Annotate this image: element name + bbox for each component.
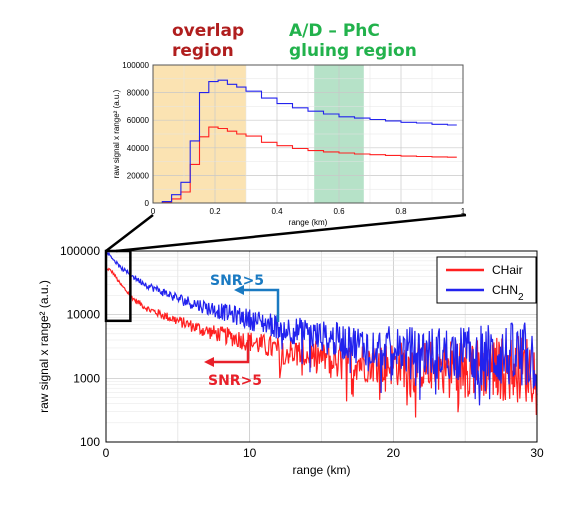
main-x-axis-label: range (km) — [292, 463, 350, 477]
inset-x-tick-label: 0.8 — [395, 207, 407, 216]
inset-series — [153, 79, 457, 204]
main-x-tick-label: 30 — [530, 446, 544, 460]
inset-chart: 0 0.2 0.4 0.6 0.8 1 0 20000 40000 60000 80000 10000… — [112, 61, 466, 227]
main-y-tick-label: 100 — [80, 435, 100, 449]
main-series-chair — [105, 267, 538, 418]
snr-blue-annotation: SNR>5 — [210, 273, 280, 322]
inset-frame — [152, 64, 464, 204]
inset-x-tick-label: 0 — [151, 207, 156, 216]
snr-blue-label: SNR>5 — [210, 273, 264, 289]
main-series-chn2 — [105, 250, 538, 406]
zoom-connector-right — [115, 213, 467, 253]
overlap-label-line1: overlap — [172, 21, 244, 41]
inset-y-tick-label: 20000 — [127, 171, 150, 180]
gluing-label-line2: gluing region — [289, 41, 417, 61]
zoom-connector-left — [105, 214, 154, 252]
inset-y-axis-label: raw signal x range² (a.u.) — [112, 89, 121, 178]
inset-y-tick-label: 0 — [145, 199, 150, 208]
inset-zoom-box — [104, 249, 132, 323]
overlap-label-line2: region — [172, 41, 234, 61]
inset-tick-labels: 0 0.2 0.4 0.6 0.8 1 0 20000 40000 60000 80000 10000… — [122, 61, 465, 216]
snr-red-annotation: SNR>5 — [204, 340, 262, 389]
legend-box — [436, 256, 537, 304]
main-y-axis-label: raw signal x range² (a.u.) — [37, 280, 51, 413]
inset-y-tick-label: 100000 — [122, 61, 149, 70]
gluing-label-line1: A/D – PhC — [289, 21, 380, 41]
main-tick-labels: 0 10 20 30 100 1000 10000 100000 — [60, 244, 544, 460]
inset-x-tick-label: 0.4 — [271, 207, 283, 216]
snr-blue-arrow — [242, 288, 280, 322]
main-frame — [105, 250, 538, 443]
main-chart: 0 10 20 30 100 1000 10000 100000 range (km) raw… — [37, 244, 544, 477]
main-y-tick-label: 10000 — [67, 308, 101, 322]
snr-red-arrow — [212, 340, 250, 364]
main-y-tick-label: 100000 — [60, 244, 100, 258]
snr-blue-arrow-head — [234, 285, 244, 295]
main-y-tick-label: 1000 — [73, 371, 100, 385]
main-x-tick-label: 0 — [103, 446, 110, 460]
inset-x-tick-label: 0.6 — [333, 207, 345, 216]
main-x-tick-label: 10 — [243, 446, 257, 460]
inset-series-blue — [153, 79, 457, 204]
snr-red-arrow-head — [204, 357, 214, 367]
inset-x-tick-label: 0.2 — [209, 207, 221, 216]
inset-y-tick-label: 40000 — [127, 144, 150, 153]
inset-x-axis-label: range (km) — [289, 218, 328, 227]
inset-x-tick-label: 1 — [461, 207, 466, 216]
inset-y-tick-label: 60000 — [127, 116, 150, 125]
main-series — [105, 250, 538, 418]
inset-y-tick-label: 80000 — [127, 89, 150, 98]
main-x-tick-label: 20 — [387, 446, 401, 460]
legend-label-chair: CHair — [492, 263, 523, 277]
legend: CHair CHN2 — [436, 256, 537, 304]
snr-red-label: SNR>5 — [208, 373, 262, 389]
